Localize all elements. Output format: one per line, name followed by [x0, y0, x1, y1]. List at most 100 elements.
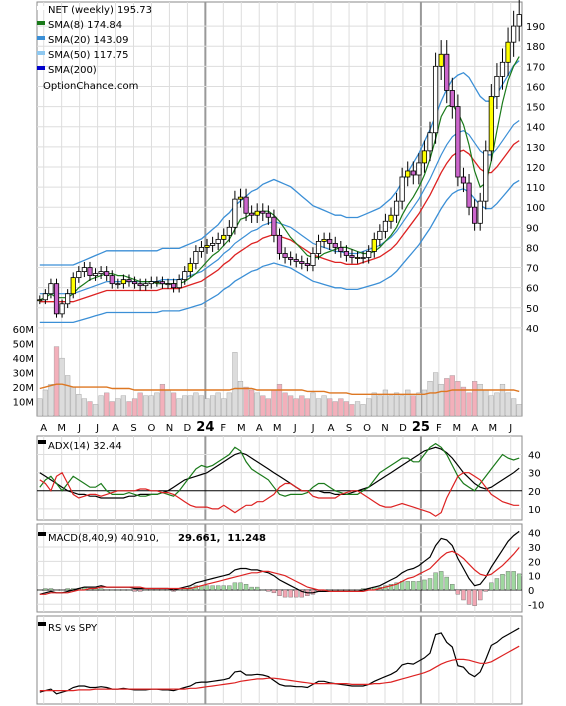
- price-tick-label: 90: [526, 223, 539, 234]
- volume-bar: [98, 395, 104, 417]
- volume-bar: [438, 383, 444, 417]
- volume-bar: [477, 383, 483, 417]
- volume-tick-label: 30M: [13, 369, 34, 380]
- candle-body: [282, 253, 288, 258]
- volume-bar: [59, 357, 65, 417]
- volume-bar: [349, 404, 355, 417]
- x-tick-label: N: [381, 423, 388, 434]
- macd-histogram-bar: [160, 589, 165, 591]
- macd-histogram-bar: [405, 581, 410, 591]
- lower-band-line: [39, 179, 520, 324]
- candle-body: [170, 283, 177, 289]
- volume-bar: [371, 392, 377, 417]
- candle-body: [265, 212, 271, 218]
- x-tick-label: A: [328, 423, 335, 434]
- x-tick-label: 24: [196, 420, 214, 435]
- upper-band-line: [39, 60, 520, 266]
- x-tick-label: O: [363, 423, 371, 434]
- macd-histogram-bar: [232, 582, 238, 591]
- macd-histogram-bar: [204, 585, 210, 591]
- candle-body: [37, 299, 43, 302]
- candle-body: [159, 281, 166, 285]
- x-tick-label: J: [311, 423, 315, 434]
- volume-bar: [388, 395, 394, 417]
- volume-bar: [87, 401, 93, 417]
- macd-histogram-bar: [277, 589, 282, 596]
- volume-bar: [282, 392, 288, 417]
- x-tick-label: M: [273, 423, 282, 434]
- volume-bar: [109, 401, 115, 417]
- volume-tick-label: 20M: [13, 383, 34, 394]
- macd-histogram-bar: [227, 585, 232, 591]
- x-tick-label: A: [471, 423, 478, 434]
- candle-body: [115, 283, 121, 286]
- macd-histogram-bar: [338, 589, 344, 591]
- volume-bar: [37, 398, 43, 417]
- legend-swatch: [37, 21, 45, 25]
- volume-bar: [260, 395, 266, 417]
- volume-bar: [338, 398, 344, 417]
- volume-bar: [405, 389, 411, 417]
- volume-bar: [265, 398, 271, 417]
- candle-body: [488, 96, 494, 152]
- price-tick-label: 70: [526, 264, 539, 275]
- x-tick-label: N: [166, 423, 173, 434]
- volume-bar: [511, 398, 517, 417]
- macd-legend-entry: 29.661,: [178, 533, 220, 544]
- candle-body: [87, 267, 93, 277]
- volume-bar: [466, 392, 472, 417]
- volume-tick-label: 10M: [13, 398, 34, 409]
- volume-bar: [516, 404, 522, 417]
- volume-bar: [455, 381, 461, 417]
- macd-histogram-bar: [37, 589, 42, 591]
- candle-body: [109, 275, 115, 285]
- volume-bar: [232, 352, 238, 417]
- macd-tick-label: 30: [528, 543, 541, 554]
- sma8-line: [39, 56, 520, 301]
- volume-bar: [70, 386, 76, 417]
- legend-swatch: [38, 440, 46, 444]
- adx-legend: ADX(14) 32.44: [48, 441, 122, 452]
- volume-bar: [366, 398, 372, 417]
- macd-histogram-bar: [176, 589, 182, 591]
- volume-bar: [416, 392, 422, 417]
- candle-body: [276, 234, 283, 254]
- candle-body: [354, 257, 361, 259]
- macd-histogram-bar: [154, 589, 160, 591]
- macd-histogram-bar: [255, 586, 260, 591]
- price-tick-label: 120: [526, 163, 545, 174]
- macd-histogram-bar: [466, 589, 472, 605]
- candle-body: [449, 90, 455, 107]
- candle-body: [388, 214, 394, 222]
- volume-bar: [332, 401, 338, 417]
- volume-bar: [159, 383, 166, 417]
- volume-bar: [92, 404, 99, 417]
- candle-body: [505, 41, 511, 63]
- price-tick-label: 140: [526, 123, 545, 134]
- candle-body: [349, 255, 355, 258]
- candle-body: [315, 240, 322, 254]
- volume-bar: [120, 395, 127, 417]
- candle-body: [193, 251, 199, 264]
- macd-tick-label: 0: [528, 586, 534, 597]
- adx-panel: [36, 435, 523, 521]
- legend-swatch: [37, 51, 45, 55]
- volume-bar: [254, 392, 260, 417]
- volume-bar: [42, 389, 48, 417]
- volume-bar: [182, 395, 188, 417]
- price-tick-label: 130: [526, 143, 545, 154]
- candle-body: [143, 283, 149, 287]
- volume-bar: [126, 401, 132, 417]
- volume-bar: [327, 398, 333, 417]
- macd-histogram-bar: [344, 589, 349, 591]
- macd-histogram-bar: [260, 589, 265, 591]
- price-tick-label: 160: [526, 82, 545, 93]
- volume-bar: [399, 395, 405, 417]
- macd-histogram-bar: [126, 589, 132, 591]
- price-tick-label: 100: [526, 203, 545, 214]
- macd-histogram-bar: [327, 589, 332, 591]
- x-tick-label: O: [148, 423, 156, 434]
- x-tick-label: J: [508, 423, 512, 434]
- rs-panel: [36, 615, 523, 705]
- candle-body: [332, 243, 338, 248]
